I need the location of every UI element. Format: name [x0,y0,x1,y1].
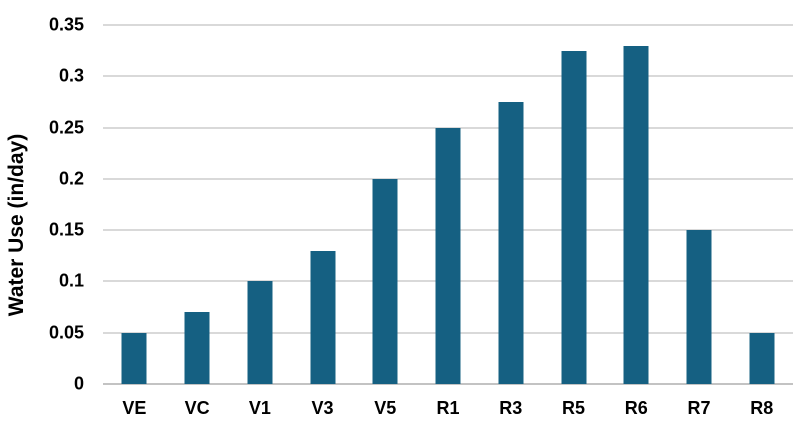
y-tick-label: 0.05 [48,322,84,343]
bar-slot [668,25,731,384]
bar-slot [166,25,229,384]
x-tick-label: V1 [248,398,271,418]
bar-slot [291,25,354,384]
x-tick-label: R5 [562,398,586,418]
x-tick-label: VE [122,398,147,418]
y-tick-label: 0.25 [48,117,84,138]
x-tick-label: R1 [436,398,460,418]
bar-slot [228,25,291,384]
bar-V3 [310,250,336,384]
bar-R8 [749,332,775,384]
bar-VE [121,332,147,384]
x-tick-label: R3 [499,398,523,418]
y-tick-label: 0.35 [48,14,84,35]
gridline [103,75,793,78]
bar-VC [184,312,210,384]
x-axis-line [103,383,793,385]
bars [103,25,793,384]
plot-area [103,24,793,385]
x-tick-label: V5 [374,398,397,418]
y-tick-label: 0 [73,373,84,394]
bar-slot [354,25,417,384]
x-tick-label: VC [184,398,210,418]
x-axis-tick-labels: VE VC V1 V3 V5 R1 R3 R5 R6 R7 R8 [103,384,793,436]
bar-R7 [686,230,712,384]
y-tick-label: 0.1 [58,270,84,291]
bar-V1 [247,281,273,384]
bar-slot [730,25,793,384]
bar-V5 [372,178,398,384]
bar-slot [605,25,668,384]
y-tick-label: 0.2 [58,168,84,189]
bar-slot [542,25,605,384]
y-axis-tick-labels: 0 0.05 0.1 0.15 0.2 0.25 0.3 0.35 [0,15,84,394]
y-tick-label: 0.15 [48,219,84,240]
bar-slot [103,25,166,384]
y-tick-label: 0.3 [58,65,84,86]
x-tick-label: R8 [750,398,774,418]
bar-slot [479,25,542,384]
x-tick-label: R6 [624,398,648,418]
bar-R1 [435,127,461,384]
bar-slot [417,25,480,384]
bar-R3 [498,101,524,384]
x-tick-label: R7 [687,398,711,418]
gridline [103,24,793,26]
bar-R5 [561,50,586,384]
bar-R6 [623,45,649,384]
x-tick-label: V3 [311,398,334,418]
